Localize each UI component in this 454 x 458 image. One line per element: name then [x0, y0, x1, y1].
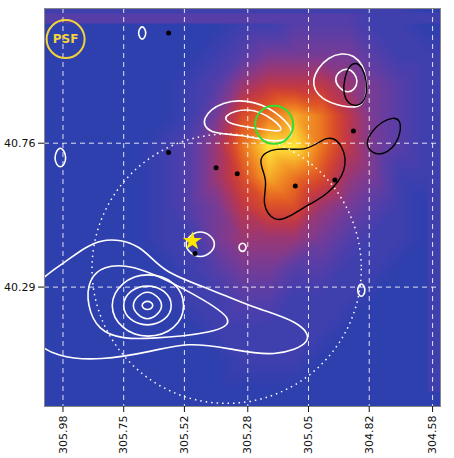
- svg-text:305.98: 305.98: [57, 416, 70, 455]
- svg-text:305.05: 305.05: [302, 416, 315, 455]
- svg-text:304.58: 304.58: [426, 416, 439, 455]
- svg-text:40.29: 40.29: [4, 281, 36, 294]
- svg-text:40.76: 40.76: [4, 137, 36, 150]
- svg-text:305.75: 305.75: [117, 416, 130, 455]
- svg-text:PSF: PSF: [53, 32, 79, 46]
- svg-text:305.52: 305.52: [178, 416, 191, 455]
- svg-text:305.28: 305.28: [241, 416, 254, 455]
- svg-text:304.82: 304.82: [363, 416, 376, 455]
